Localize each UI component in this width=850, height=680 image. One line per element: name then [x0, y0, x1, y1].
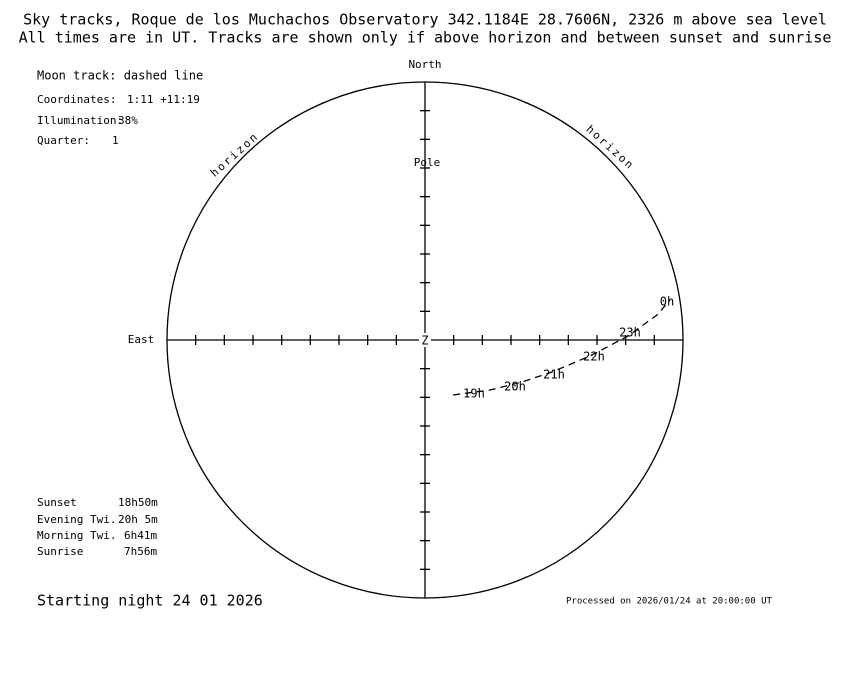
- time-name: Morning Twi.: [37, 529, 116, 542]
- axis-ticks: [195, 110, 655, 570]
- processed-label: Processed on 2026/01/24 at 20:00:00 UT: [566, 597, 772, 607]
- moon-track-note: Moon track: dashed line: [37, 69, 203, 83]
- illumination: 38%: [118, 114, 138, 127]
- time-value: 18h50m: [118, 496, 158, 509]
- hour-label: 23h: [619, 326, 641, 340]
- quarter: 1: [112, 134, 119, 147]
- subtitle: All times are in UT. Tracks are shown on…: [19, 29, 832, 47]
- time-value: 20h 5m: [118, 513, 158, 526]
- time-value: 7h56m: [124, 545, 157, 558]
- north-label: North: [408, 58, 441, 71]
- coordinates: 1:11 +11:19: [127, 93, 200, 106]
- time-name: Sunset: [37, 496, 77, 509]
- hour-label: 19h: [463, 387, 485, 401]
- time-value: 6h41m: [124, 529, 157, 542]
- moon-track: [452, 299, 671, 396]
- night-label: Starting night 24 01 2026: [37, 592, 263, 610]
- pole-label: Pole: [414, 156, 441, 169]
- hour-label: 22h: [583, 350, 605, 364]
- illumination-label: Illumination:: [37, 114, 123, 127]
- zenith-bg: [419, 333, 431, 347]
- zenith-label: Z: [421, 334, 428, 348]
- hour-label: 20h: [504, 380, 526, 394]
- coordinates-label: Coordinates:: [37, 93, 116, 106]
- hour-label: 0h: [660, 295, 674, 309]
- time-name: Evening Twi.: [37, 513, 116, 526]
- quarter-label: Quarter:: [37, 134, 90, 147]
- hour-label: 21h: [543, 368, 565, 382]
- east-label: East: [128, 333, 155, 346]
- time-name: Sunrise: [37, 545, 83, 558]
- title: Sky tracks, Roque de los Muchachos Obser…: [23, 11, 827, 29]
